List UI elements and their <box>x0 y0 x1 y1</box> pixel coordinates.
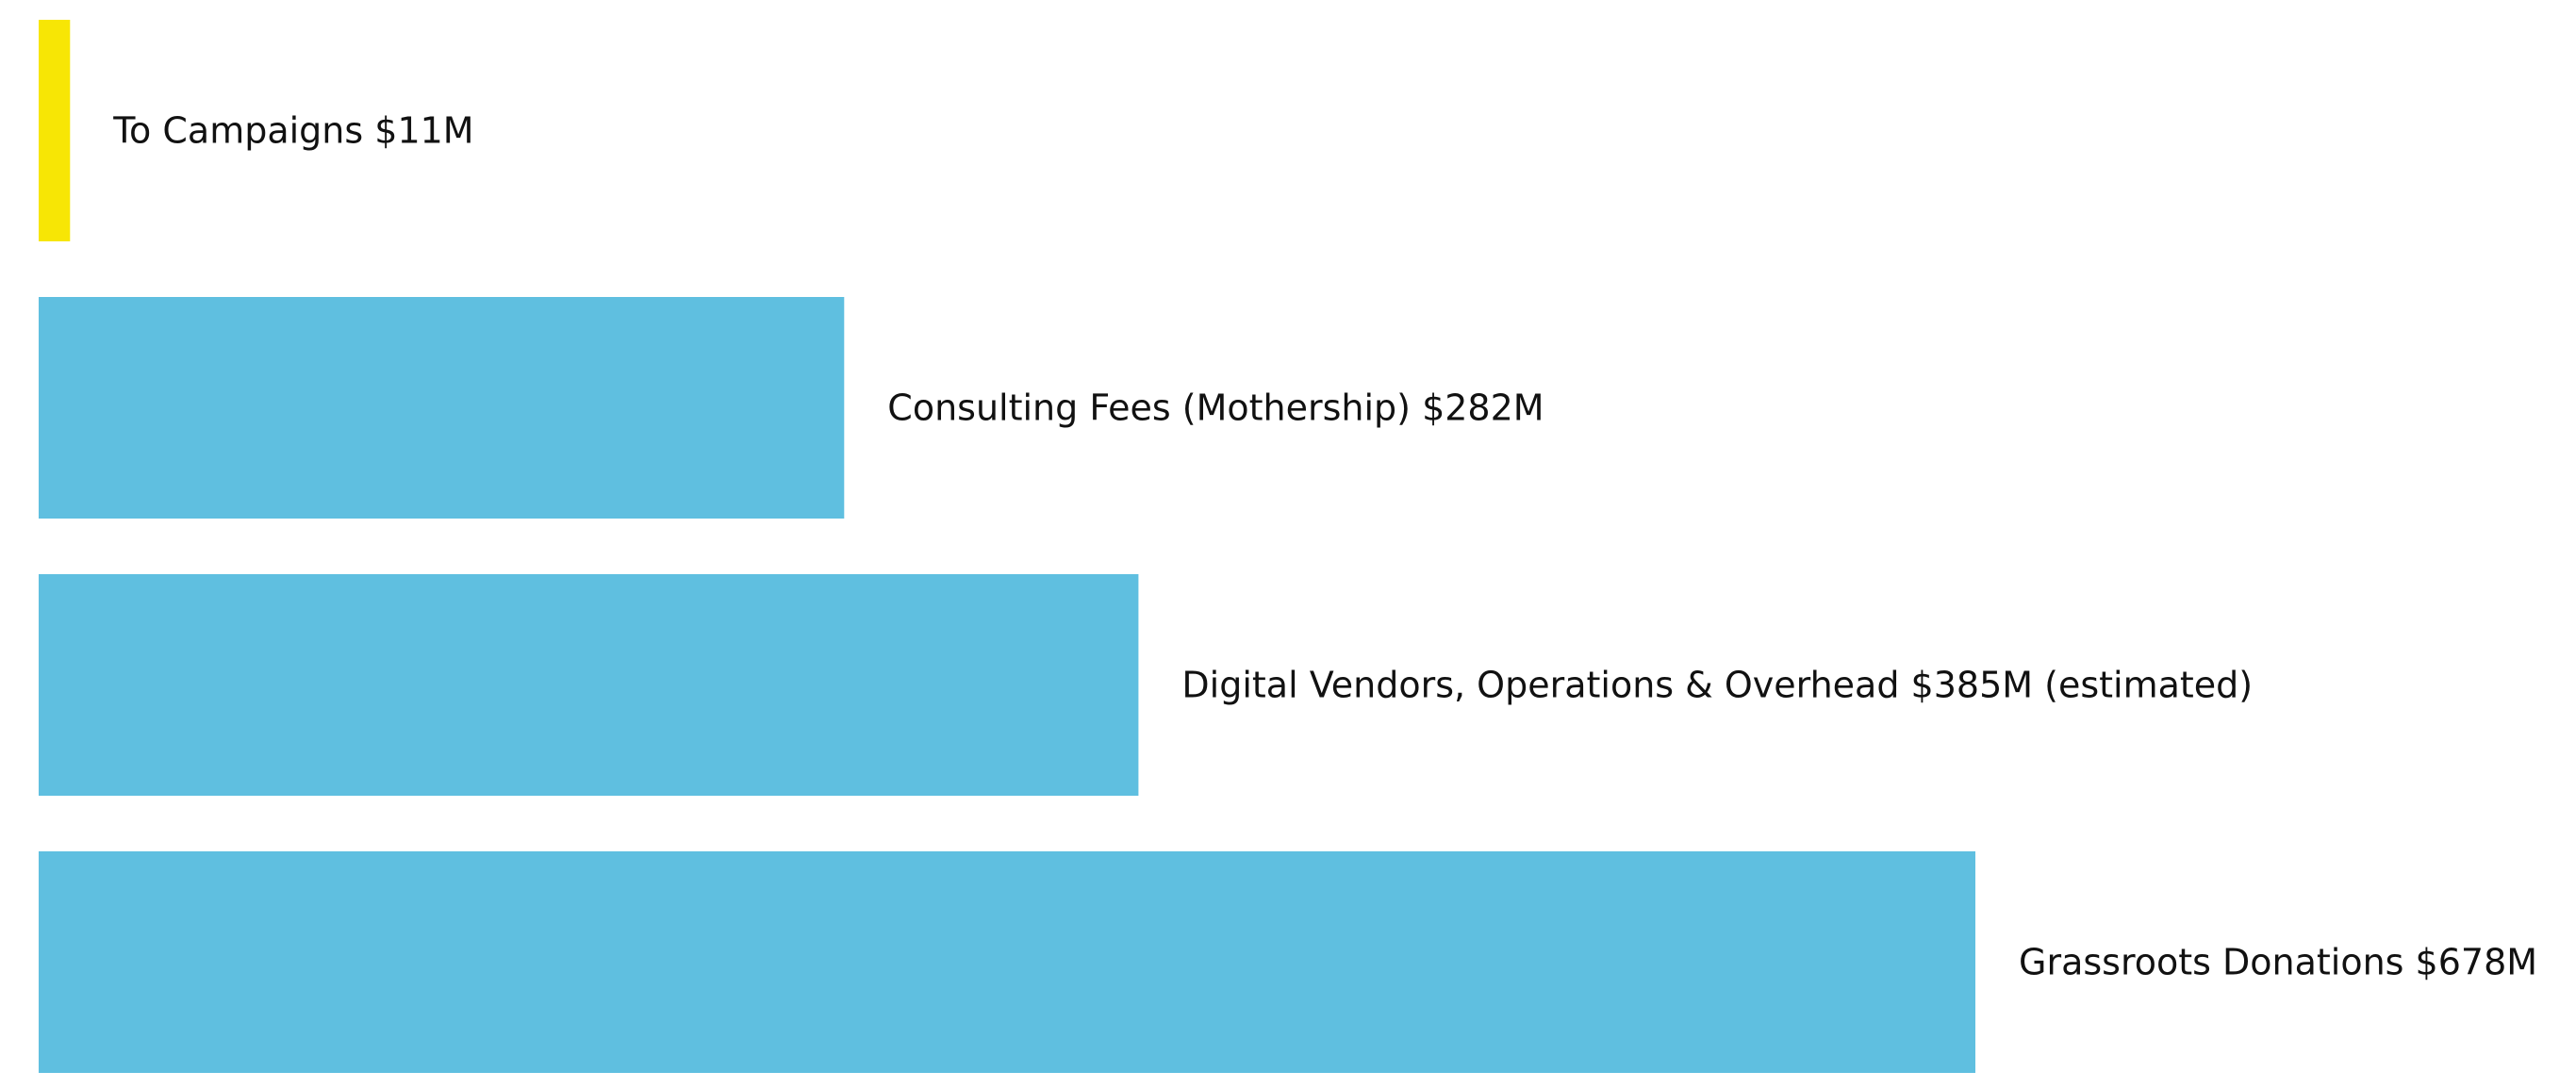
bar-label-3: Grassroots Donations $678M <box>2019 942 2537 983</box>
bar-label-group: To Campaigns $11M Consulting Fees (Mother… <box>112 110 2537 983</box>
bar-label-1: Consulting Fees (Mothership) $282M <box>887 387 1544 429</box>
bar-0 <box>39 20 71 241</box>
bar-3 <box>39 851 1975 1073</box>
bar-1 <box>39 297 845 519</box>
bar-label-2: Digital Vendors, Operations & Overhead $… <box>1181 665 2253 706</box>
bar-2 <box>39 574 1139 796</box>
bar-label-0: To Campaigns $11M <box>112 110 473 152</box>
bar-group <box>39 20 1975 1073</box>
